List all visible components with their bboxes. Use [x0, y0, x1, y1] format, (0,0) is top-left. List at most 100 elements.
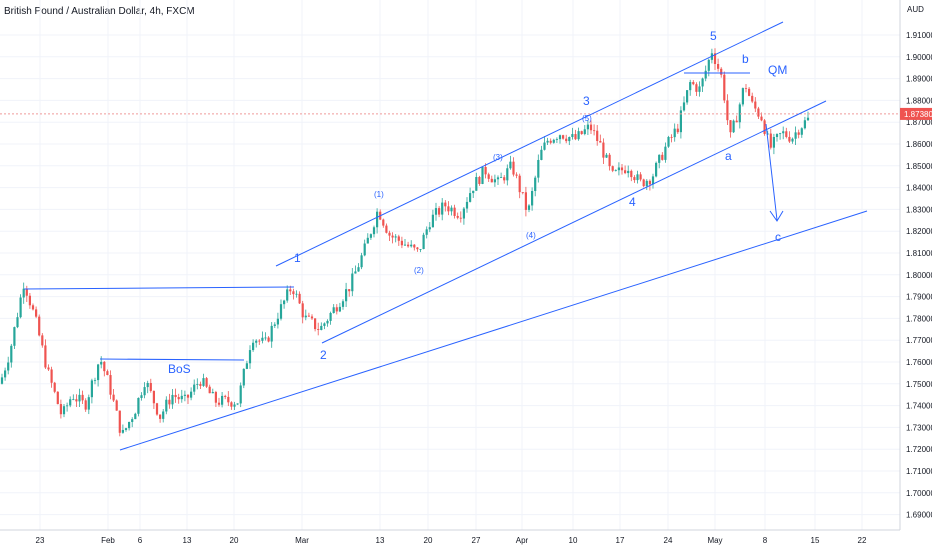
candle-body [279, 304, 283, 319]
candle-body [183, 394, 186, 396]
candle [335, 304, 338, 315]
candle-body [128, 421, 131, 429]
candle-body [679, 110, 682, 133]
candle [589, 120, 593, 135]
subwave-3-label: (3) [493, 153, 503, 162]
candle-body [599, 140, 602, 143]
candle [531, 187, 534, 211]
candle [670, 134, 673, 143]
candle [413, 244, 416, 251]
current-price-tag [900, 107, 932, 120]
candle-body [267, 337, 270, 342]
candle-body [543, 142, 546, 150]
candle-body [376, 211, 379, 228]
candle [183, 390, 186, 402]
candle-body [769, 133, 772, 148]
candle-body [562, 135, 565, 139]
candle-body [103, 361, 106, 372]
candle-body [416, 247, 419, 250]
candle [658, 154, 661, 169]
candle [782, 126, 785, 140]
candle-body [720, 68, 723, 75]
candle [521, 192, 524, 195]
candle-body [211, 392, 214, 394]
channel-upper[interactable] [275, 21, 784, 267]
candle [31, 303, 35, 311]
candle [221, 391, 224, 408]
candle [438, 206, 441, 218]
candle [72, 394, 75, 401]
bos-level-upper[interactable] [23, 286, 295, 290]
candle-body [221, 395, 224, 405]
candle [453, 204, 456, 219]
candle [462, 206, 465, 225]
candle [803, 116, 806, 130]
candle [140, 392, 143, 401]
candle [627, 165, 630, 178]
candle [341, 299, 345, 310]
candle [329, 311, 332, 325]
subwave-5-label: (5) [582, 114, 592, 123]
candle [571, 127, 574, 140]
time-axis[interactable]: 23 Feb 6 13 20 Mar 13 20 27 Apr 10 17 24 May 8 15 22 [36, 536, 867, 545]
candle-body [208, 386, 211, 394]
candle-body [252, 342, 255, 351]
candle-body [155, 403, 159, 415]
candle [732, 119, 735, 134]
candle-body [174, 394, 177, 398]
candle-body [407, 244, 410, 247]
candle-body [763, 120, 766, 134]
outer-trendline[interactable] [119, 210, 868, 451]
grid [0, 0, 900, 530]
candle [788, 131, 791, 144]
candle [385, 223, 388, 234]
candle-body [186, 394, 190, 398]
candle-body [717, 64, 720, 69]
candle [236, 403, 239, 405]
candle [772, 133, 775, 155]
candle [298, 291, 301, 304]
candle [577, 127, 580, 141]
channel-lower[interactable] [321, 100, 827, 344]
candle-body [757, 108, 760, 117]
bos-level-lower[interactable] [99, 358, 245, 361]
candle [487, 172, 490, 182]
candle-body [307, 315, 310, 317]
candle-body [66, 405, 69, 407]
price-axis[interactable]: 1.91000 1.90000 1.89000 1.88000 1.87000 1.860… [906, 31, 932, 520]
candle [47, 364, 50, 371]
candle-body [357, 267, 360, 272]
candle [66, 402, 69, 412]
candle-body [748, 88, 751, 96]
candle [583, 125, 586, 136]
candle-body [648, 180, 651, 185]
candle [323, 322, 326, 330]
candle-body [686, 90, 689, 103]
candle-body [205, 378, 208, 387]
candle-body [273, 324, 276, 326]
candle [806, 111, 810, 121]
candle [186, 394, 190, 405]
projection-arrow-shaft[interactable] [765, 123, 778, 221]
time-tick-label: 23 [36, 536, 45, 545]
candle-body [50, 369, 53, 383]
candle [543, 136, 546, 151]
candle [751, 92, 754, 104]
candle [624, 165, 627, 175]
candle [162, 409, 165, 423]
candle-body [509, 161, 512, 169]
candle-body [645, 180, 648, 187]
candle [614, 169, 617, 172]
candle [97, 363, 100, 387]
candle [639, 172, 642, 182]
candle-body [465, 201, 469, 209]
candle [7, 356, 10, 375]
candle-body [596, 130, 599, 141]
candle-body [537, 159, 540, 178]
candle-body [351, 273, 354, 292]
projection-arrow-head[interactable] [769, 210, 784, 222]
candle [431, 209, 434, 228]
drawings[interactable] [23, 21, 868, 451]
candle-body [397, 236, 400, 241]
